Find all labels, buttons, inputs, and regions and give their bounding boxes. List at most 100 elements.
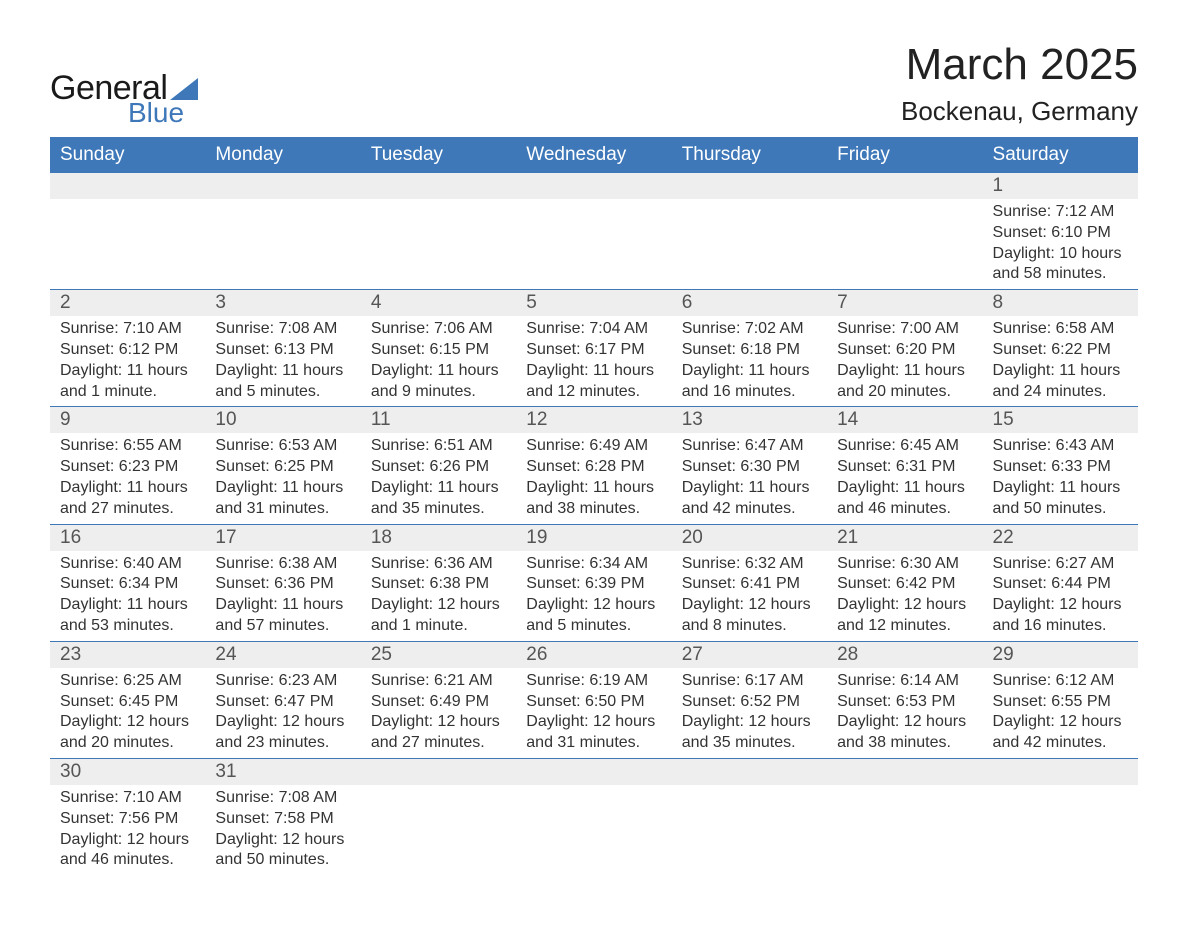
daylight-text: Daylight: 11 hours and 42 minutes. [682,478,817,520]
sunrise-text: Sunrise: 6:47 AM [682,436,817,457]
day-details: Sunrise: 6:19 AMSunset: 6:50 PMDaylight:… [516,668,671,758]
daylight-text: Daylight: 12 hours and 50 minutes. [215,830,350,872]
day-details: Sunrise: 6:32 AMSunset: 6:41 PMDaylight:… [672,551,827,641]
day-number: 22 [983,525,1138,551]
day-number: 2 [50,290,205,316]
sunrise-text: Sunrise: 6:23 AM [215,671,350,692]
sunrise-text: Sunrise: 6:38 AM [215,554,350,575]
sunset-text: Sunset: 6:18 PM [682,340,817,361]
daylight-text: Daylight: 11 hours and 53 minutes. [60,595,195,637]
daylight-text: Daylight: 12 hours and 23 minutes. [215,712,350,754]
sunset-text: Sunset: 6:52 PM [682,692,817,713]
calendar-cell: 17Sunrise: 6:38 AMSunset: 6:36 PMDayligh… [205,524,360,641]
day-details: Sunrise: 7:08 AMSunset: 6:13 PMDaylight:… [205,316,360,406]
weekday-header: Wednesday [516,137,671,173]
weekday-header: Monday [205,137,360,173]
sunset-text: Sunset: 6:13 PM [215,340,350,361]
sunset-text: Sunset: 6:20 PM [837,340,972,361]
day-details: Sunrise: 6:36 AMSunset: 6:38 PMDaylight:… [361,551,516,641]
calendar-cell [983,758,1138,875]
calendar-cell: 3Sunrise: 7:08 AMSunset: 6:13 PMDaylight… [205,290,360,407]
day-details: Sunrise: 6:25 AMSunset: 6:45 PMDaylight:… [50,668,205,758]
sunrise-text: Sunrise: 6:49 AM [526,436,661,457]
calendar-cell: 4Sunrise: 7:06 AMSunset: 6:15 PMDaylight… [361,290,516,407]
day-details: Sunrise: 6:38 AMSunset: 6:36 PMDaylight:… [205,551,360,641]
sunrise-text: Sunrise: 6:32 AM [682,554,817,575]
sunset-text: Sunset: 6:49 PM [371,692,506,713]
calendar-cell: 10Sunrise: 6:53 AMSunset: 6:25 PMDayligh… [205,407,360,524]
day-number: 6 [672,290,827,316]
sunset-text: Sunset: 6:41 PM [682,574,817,595]
day-number: 25 [361,642,516,668]
calendar-cell: 14Sunrise: 6:45 AMSunset: 6:31 PMDayligh… [827,407,982,524]
sunset-text: Sunset: 6:22 PM [993,340,1128,361]
calendar-cell [361,173,516,290]
sunrise-text: Sunrise: 6:34 AM [526,554,661,575]
day-number [516,759,671,785]
sunset-text: Sunset: 6:17 PM [526,340,661,361]
sunrise-text: Sunrise: 6:43 AM [993,436,1128,457]
sunset-text: Sunset: 6:44 PM [993,574,1128,595]
day-details: Sunrise: 6:17 AMSunset: 6:52 PMDaylight:… [672,668,827,758]
day-number: 18 [361,525,516,551]
sunrise-text: Sunrise: 6:45 AM [837,436,972,457]
sunrise-text: Sunrise: 6:53 AM [215,436,350,457]
day-details: Sunrise: 6:55 AMSunset: 6:23 PMDaylight:… [50,433,205,523]
calendar-cell: 1Sunrise: 7:12 AMSunset: 6:10 PMDaylight… [983,173,1138,290]
day-number [516,173,671,199]
day-details: Sunrise: 7:12 AMSunset: 6:10 PMDaylight:… [983,199,1138,289]
day-number: 17 [205,525,360,551]
calendar-location: Bockenau, Germany [901,96,1138,127]
calendar-cell: 29Sunrise: 6:12 AMSunset: 6:55 PMDayligh… [983,641,1138,758]
daylight-text: Daylight: 11 hours and 24 minutes. [993,361,1128,403]
day-number: 12 [516,407,671,433]
sunset-text: Sunset: 6:50 PM [526,692,661,713]
calendar-cell: 30Sunrise: 7:10 AMSunset: 7:56 PMDayligh… [50,758,205,875]
daylight-text: Daylight: 12 hours and 46 minutes. [60,830,195,872]
calendar-cell [672,173,827,290]
daylight-text: Daylight: 12 hours and 1 minute. [371,595,506,637]
weekday-header: Sunday [50,137,205,173]
calendar-week-row: 30Sunrise: 7:10 AMSunset: 7:56 PMDayligh… [50,758,1138,875]
day-number: 13 [672,407,827,433]
weekday-header: Friday [827,137,982,173]
day-details: Sunrise: 7:02 AMSunset: 6:18 PMDaylight:… [672,316,827,406]
sunrise-text: Sunrise: 7:10 AM [60,319,195,340]
calendar-table: Sunday Monday Tuesday Wednesday Thursday… [50,137,1138,875]
calendar-cell [516,173,671,290]
day-number: 23 [50,642,205,668]
day-number [361,759,516,785]
calendar-cell [516,758,671,875]
calendar-week-row: 23Sunrise: 6:25 AMSunset: 6:45 PMDayligh… [50,641,1138,758]
day-details: Sunrise: 7:00 AMSunset: 6:20 PMDaylight:… [827,316,982,406]
sunrise-text: Sunrise: 7:06 AM [371,319,506,340]
day-details: Sunrise: 6:23 AMSunset: 6:47 PMDaylight:… [205,668,360,758]
sunrise-text: Sunrise: 7:12 AM [993,202,1128,223]
calendar-cell: 28Sunrise: 6:14 AMSunset: 6:53 PMDayligh… [827,641,982,758]
daylight-text: Daylight: 12 hours and 35 minutes. [682,712,817,754]
daylight-text: Daylight: 11 hours and 38 minutes. [526,478,661,520]
calendar-cell: 9Sunrise: 6:55 AMSunset: 6:23 PMDaylight… [50,407,205,524]
day-details: Sunrise: 7:10 AMSunset: 6:12 PMDaylight:… [50,316,205,406]
daylight-text: Daylight: 12 hours and 31 minutes. [526,712,661,754]
sunrise-text: Sunrise: 6:12 AM [993,671,1128,692]
daylight-text: Daylight: 10 hours and 58 minutes. [993,244,1128,286]
calendar-week-row: 16Sunrise: 6:40 AMSunset: 6:34 PMDayligh… [50,524,1138,641]
day-number: 3 [205,290,360,316]
day-details: Sunrise: 6:47 AMSunset: 6:30 PMDaylight:… [672,433,827,523]
calendar-cell: 5Sunrise: 7:04 AMSunset: 6:17 PMDaylight… [516,290,671,407]
daylight-text: Daylight: 11 hours and 31 minutes. [215,478,350,520]
calendar-cell: 22Sunrise: 6:27 AMSunset: 6:44 PMDayligh… [983,524,1138,641]
day-details: Sunrise: 6:40 AMSunset: 6:34 PMDaylight:… [50,551,205,641]
calendar-cell: 20Sunrise: 6:32 AMSunset: 6:41 PMDayligh… [672,524,827,641]
calendar-cell: 26Sunrise: 6:19 AMSunset: 6:50 PMDayligh… [516,641,671,758]
calendar-cell: 18Sunrise: 6:36 AMSunset: 6:38 PMDayligh… [361,524,516,641]
day-number: 10 [205,407,360,433]
day-details: Sunrise: 6:21 AMSunset: 6:49 PMDaylight:… [361,668,516,758]
sunrise-text: Sunrise: 6:17 AM [682,671,817,692]
day-number: 21 [827,525,982,551]
daylight-text: Daylight: 11 hours and 20 minutes. [837,361,972,403]
sunrise-text: Sunrise: 6:27 AM [993,554,1128,575]
day-number: 14 [827,407,982,433]
daylight-text: Daylight: 11 hours and 50 minutes. [993,478,1128,520]
